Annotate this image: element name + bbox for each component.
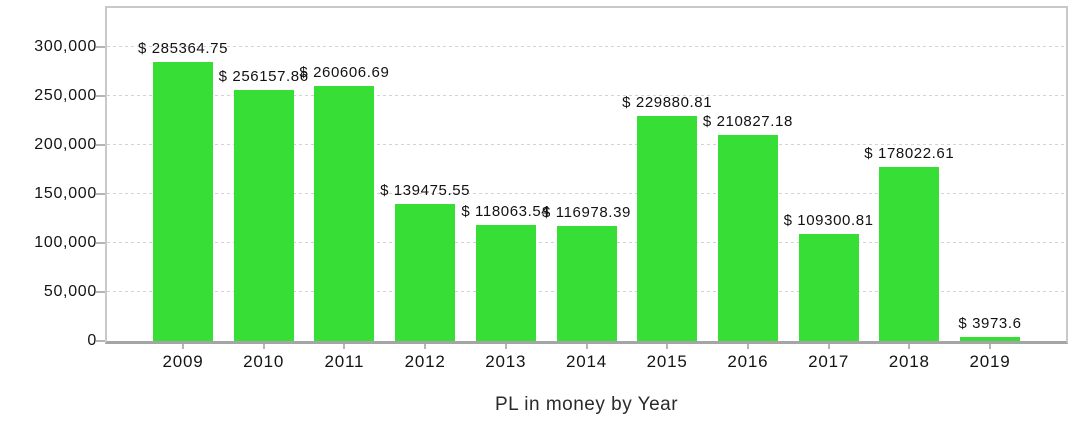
x-tick-label: 2010 (243, 352, 285, 371)
y-tick (96, 144, 105, 147)
x-tick-label: 2015 (646, 352, 688, 371)
y-tick-label: 50,000 (43, 283, 97, 301)
bar (233, 90, 294, 341)
x-tick (585, 344, 588, 349)
bar-value-label: $ 109300.81 (783, 211, 874, 229)
gridline (107, 144, 1066, 146)
bar-value-label: $ 116978.39 (542, 204, 631, 222)
x-tick-label: 2011 (324, 352, 365, 371)
x-tick (827, 344, 830, 349)
gridline (107, 95, 1066, 97)
bars (107, 8, 1066, 341)
bar-value-label: $ 285364.75 (137, 39, 229, 57)
x-tick-label: 2016 (727, 352, 769, 371)
y-tick-label: 250,000 (34, 87, 97, 105)
x-tick (424, 344, 427, 349)
bar-value-label: $ 229880.81 (622, 93, 713, 111)
x-tick (989, 344, 991, 349)
bar (637, 115, 698, 341)
bar (960, 337, 1020, 341)
plot-area: $ 285364.75 $ 256157.86 $ 260606.69 $ 13947… (96, 6, 1068, 349)
x-tick (908, 344, 911, 349)
bar-value-label: $ 3973.6 (958, 315, 1022, 333)
chart-title: PL in money by Year (494, 394, 679, 415)
gridline (107, 193, 1066, 195)
y-tick-label: 100,000 (34, 234, 97, 252)
x-tick-label: 2009 (162, 352, 204, 371)
x-axis-labels: 2009 2010 2011 2012 2013 2014 2015 2016 2017 2018… (107, 352, 1066, 374)
y-tick (96, 340, 105, 342)
bar (556, 226, 617, 341)
y-tick-label: 200,000 (34, 136, 97, 154)
y-tick (96, 291, 105, 294)
bar-value-label: $ 256157.86 (218, 68, 309, 86)
bar (717, 134, 778, 341)
bar-value-label: $ 260606.69 (299, 63, 390, 81)
bar-value-label: $ 139475.55 (380, 182, 471, 200)
bar-value-label: $ 210827.18 (702, 112, 793, 130)
x-tick-label: 2019 (969, 352, 1011, 371)
y-tick (96, 242, 105, 245)
x-tick (343, 344, 346, 349)
bar (314, 85, 375, 341)
bar (395, 204, 456, 341)
bar (879, 166, 940, 341)
x-tick-label: 2012 (404, 352, 446, 371)
x-tick-label: 2018 (888, 352, 930, 371)
x-tick-label: 2013 (485, 352, 527, 371)
x-tick (182, 344, 184, 349)
y-tick-label: 300,000 (34, 38, 97, 56)
y-tick-label: 0 (87, 332, 97, 349)
y-tick (96, 95, 105, 98)
x-tick (504, 344, 507, 349)
bar-value-label: $ 178022.61 (864, 144, 955, 162)
bar-value-labels: $ 285364.75 $ 256157.86 $ 260606.69 $ 13947… (107, 8, 1066, 341)
y-tick (96, 193, 105, 196)
bar (153, 61, 213, 341)
x-tick (666, 344, 669, 349)
bar (798, 233, 859, 341)
y-axis: 0 50,000 100,000 150,000 200,000 250,000 300,0… (0, 8, 97, 349)
y-tick-label: 150,000 (34, 185, 97, 203)
x-tick-label: 2014 (565, 352, 608, 371)
bar (475, 225, 536, 341)
y-tick (96, 46, 105, 49)
gridline (107, 46, 1066, 48)
x-tick (746, 344, 749, 349)
x-tick (262, 344, 265, 349)
bar-value-label: $ 118063.54 (461, 203, 551, 221)
x-tick-label: 2017 (808, 352, 850, 371)
